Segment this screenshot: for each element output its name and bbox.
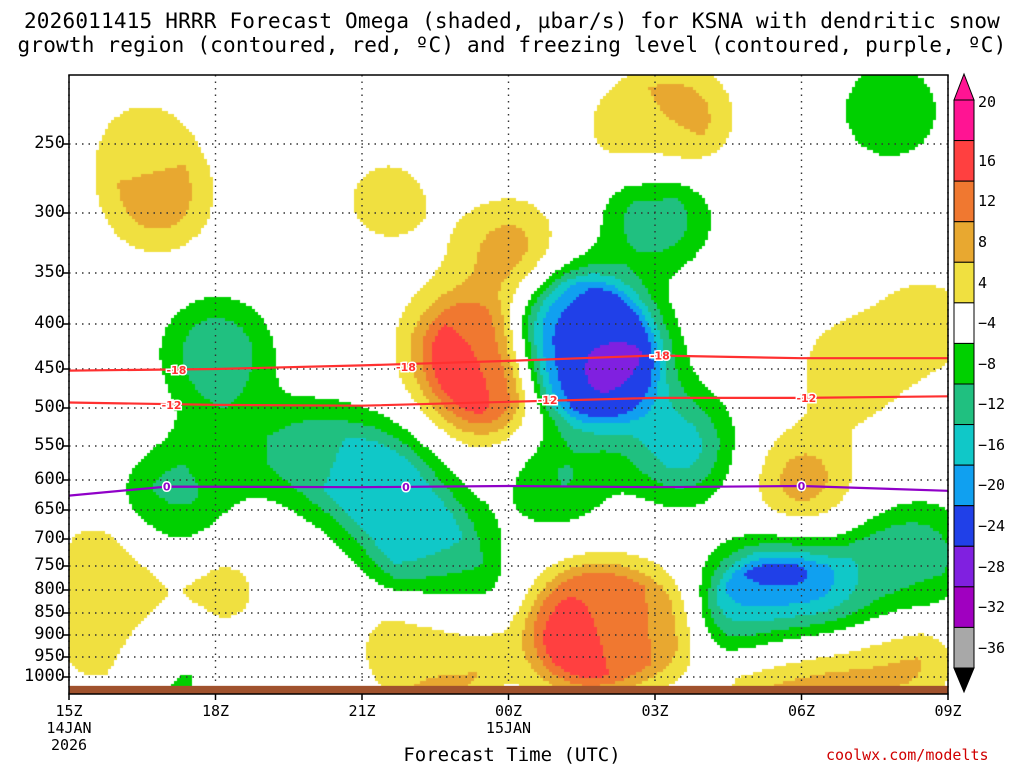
chart-title-line-2: growth region (contoured, red, ºC) and f… (17, 33, 1007, 57)
contour-label: 0 (402, 481, 410, 494)
colorbar (953, 72, 975, 694)
y-tick-label: 800 (34, 579, 65, 599)
colorbar-label: 20 (978, 93, 997, 111)
y-tick-label: 950 (34, 646, 65, 666)
colorbar-label: −16 (978, 435, 1006, 454)
x-tick-date: 15JAN (485, 719, 532, 737)
colorbar-swatch (953, 99, 975, 142)
contour-label: -18 (650, 350, 670, 363)
colorbar-label: 16 (978, 151, 997, 170)
y-tick-label: 350 (34, 262, 65, 282)
y-tick-label: 650 (34, 499, 65, 519)
y-tick-label: 600 (34, 469, 65, 489)
y-tick-label: 700 (34, 528, 65, 548)
x-tick-label: 15Z (55, 702, 83, 720)
dgz-upper-contour (68, 354, 948, 372)
contour-label: -18 (396, 361, 416, 374)
colorbar-label: −8 (978, 354, 997, 373)
y-tick-label: 450 (34, 358, 65, 378)
colorbar-top-arrow (953, 72, 975, 101)
colorbar-swatch (953, 424, 975, 466)
x-tick-date: 14JAN (46, 719, 92, 737)
colorbar-swatch (953, 545, 975, 588)
colorbar-swatch (953, 180, 975, 223)
colorbar-swatch (953, 302, 975, 344)
y-tick-label: 850 (34, 602, 65, 622)
colorbar-swatch (953, 342, 975, 385)
y-tick-label: 400 (34, 313, 65, 333)
y-tick-label: 1000 (24, 666, 65, 686)
contour-label: 0 (798, 480, 806, 493)
colorbar-swatch (953, 221, 975, 263)
y-tick-label: 250 (34, 133, 65, 153)
colorbar-label: −24 (978, 517, 1006, 535)
freezing-level-contour (68, 484, 949, 497)
contour-label: -18 (166, 364, 186, 377)
colorbar-swatch (953, 586, 975, 628)
dgz-lower-contour (68, 395, 949, 407)
omega-shading (69, 75, 948, 694)
contour-label: -12 (162, 399, 182, 412)
colorbar-label: −20 (978, 476, 1006, 495)
credit-link[interactable]: coolwx.com/modelts (826, 746, 989, 764)
colorbar-label: −4 (978, 314, 997, 333)
colorbar-label: 8 (978, 233, 988, 251)
colorbar-label: −36 (978, 638, 1006, 657)
x-tick-label: 18Z (201, 702, 230, 720)
colorbar-swatch (953, 261, 975, 304)
ground-bar (69, 685, 948, 694)
colorbar-bottom-arrow (953, 667, 975, 694)
y-tick-label: 550 (34, 435, 65, 455)
y-tick-label: 500 (34, 397, 65, 417)
colorbar-swatch (953, 626, 975, 669)
x-tick-label: 09Z (934, 702, 962, 720)
colorbar-label: 12 (978, 192, 997, 211)
colorbar-swatch (953, 464, 975, 507)
y-tick-label: 900 (34, 624, 65, 644)
x-tick-label: 06Z (787, 702, 816, 720)
colorbar-swatch (953, 505, 975, 547)
chart-title-line-1: 2026011415 HRRR Forecast Omega (shaded, … (23, 9, 1001, 33)
colorbar-label: −32 (978, 598, 1006, 617)
colorbar-swatch (953, 383, 975, 426)
y-tick-label: 750 (34, 555, 65, 575)
colorbar-label: −28 (978, 557, 1006, 576)
x-tick-label: 00Z (494, 702, 523, 720)
y-tick-label: 300 (34, 202, 65, 222)
x-axis-label: Forecast Time (UTC) (403, 744, 621, 766)
contour-label: -12 (538, 394, 558, 407)
contour-label: -12 (796, 392, 816, 405)
colorbar-label: 4 (978, 273, 988, 292)
colorbar-swatch (953, 140, 975, 182)
x-tick-label: 03Z (641, 702, 669, 720)
x-tick-label: 21Z (348, 702, 376, 720)
contour-label: 0 (163, 481, 171, 494)
colorbar-label: −12 (978, 395, 1006, 414)
x-tick-date: 2026 (50, 736, 88, 754)
